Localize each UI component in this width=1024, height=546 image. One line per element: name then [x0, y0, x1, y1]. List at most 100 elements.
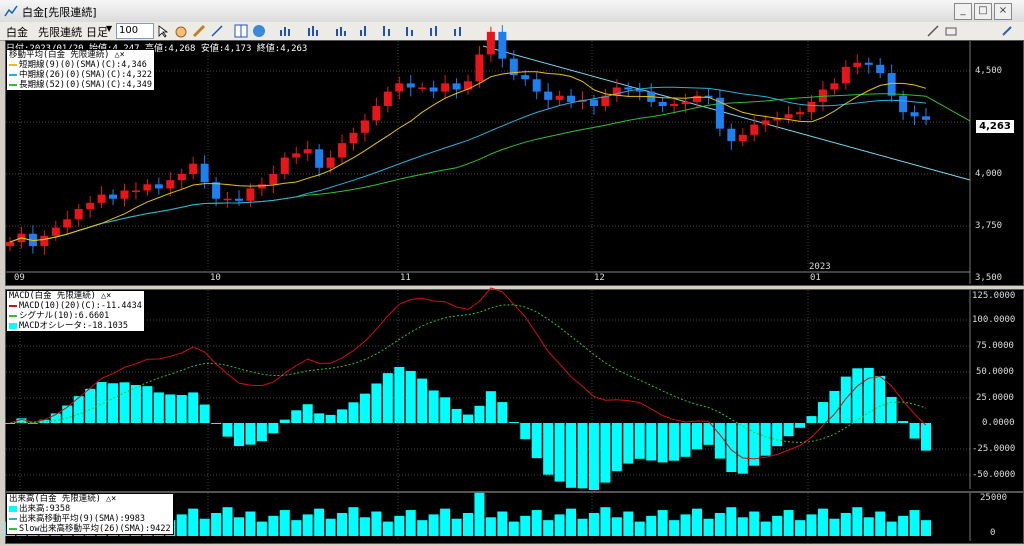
trendline[interactable]	[482, 45, 971, 181]
oscillator-bar	[382, 373, 393, 423]
price-tick: 3,500	[975, 273, 1003, 283]
volume-bar	[783, 510, 794, 536]
chart-app-icon	[4, 5, 18, 17]
candle-body	[120, 190, 129, 199]
volume-bar	[554, 514, 565, 536]
volume-bar	[909, 510, 920, 536]
candle-body	[796, 112, 805, 115]
trendline-icon[interactable]	[210, 24, 224, 38]
hand-icon[interactable]	[174, 24, 188, 38]
oscillator-bar	[497, 402, 508, 423]
legend-collapse-icon[interactable]: △×	[114, 50, 125, 60]
oscillator-icon[interactable]	[428, 24, 442, 38]
oscillator-bar	[268, 423, 279, 434]
candle-body	[246, 188, 255, 201]
candle-body	[418, 87, 427, 89]
volume-bar	[371, 511, 382, 536]
volume-bar	[749, 511, 760, 536]
candle-body	[750, 124, 759, 135]
oscillator-bar	[680, 423, 691, 457]
macd-tick: 125.0000	[972, 291, 1016, 301]
candle-body	[200, 163, 209, 183]
oscillator-bar	[302, 404, 313, 423]
volume-bar	[737, 517, 748, 536]
candle-body	[498, 31, 507, 59]
candle-body	[544, 91, 553, 100]
legend-item: MACD(10)(20)(C):-11.4434	[9, 301, 142, 311]
candle-body	[864, 62, 873, 65]
volume-bar	[760, 521, 771, 536]
volume-legend[interactable]: 出来高(白金 先限連続) △× 出来高:9358 出来高移動平均(9)(SMA)…	[6, 493, 174, 535]
oscillator-bar	[577, 423, 588, 489]
chart-type-icon[interactable]	[278, 24, 292, 38]
candle-body	[509, 58, 518, 76]
price-tick: 3,750	[975, 221, 1003, 231]
legend-title: MACD(白金 先限連続)	[9, 291, 96, 301]
volume-bar	[405, 510, 416, 536]
close-button[interactable]: ×	[994, 3, 1012, 20]
candle-body	[635, 89, 644, 92]
period-selector[interactable]: 日足	[86, 26, 108, 39]
macd-tick: 100.0000	[972, 315, 1016, 325]
volume-bar	[199, 518, 210, 536]
commodity-selector[interactable]: 白金	[6, 26, 28, 39]
settings-chart-icon[interactable]	[452, 24, 466, 38]
volume-bar	[566, 508, 577, 536]
candle-body	[303, 149, 312, 154]
oscillator-bar	[62, 405, 73, 423]
analysis-icon[interactable]	[380, 24, 394, 38]
macd-legend[interactable]: MACD(白金 先限連続) △× MACD(10)(20)(C):-11.443…	[6, 290, 145, 332]
oscillator-bar	[222, 423, 233, 437]
compare-icon[interactable]	[404, 24, 418, 38]
legend-collapse-icon[interactable]: △×	[100, 291, 112, 301]
ma-legend[interactable]: 移動平均(白金 先限連続) △× 短期線(9)(0)(SMA)(C):4,346…	[6, 49, 155, 91]
oscillator-bar	[795, 423, 806, 428]
volume-bar	[680, 514, 691, 536]
tool-wrench-icon[interactable]	[1000, 24, 1014, 38]
oscillator-bar	[417, 378, 428, 423]
draw-tool-icon[interactable]	[926, 24, 940, 38]
bar-count-input[interactable]: 100	[116, 23, 154, 39]
period-dropdown-icon[interactable]: ▼	[106, 24, 113, 33]
globe-icon[interactable]	[252, 24, 266, 38]
oscillator-bar	[474, 405, 485, 423]
legend-collapse-icon[interactable]: △×	[105, 494, 117, 504]
volume-bar	[325, 518, 336, 536]
bar-chart-icon[interactable]	[334, 24, 348, 38]
cursor-icon[interactable]	[156, 24, 170, 38]
candle-body	[143, 184, 152, 191]
pencil-icon[interactable]	[192, 24, 206, 38]
indicator-icon[interactable]	[306, 24, 320, 38]
candle-body	[589, 99, 598, 107]
oscillator-bar	[108, 383, 119, 423]
oscillator-bar	[337, 409, 348, 423]
oscillator-bar	[256, 423, 267, 442]
price-chart-panel[interactable]	[5, 40, 1024, 286]
volume-bar	[531, 510, 542, 536]
volume-bar	[508, 521, 519, 536]
volume-bar	[279, 510, 290, 536]
oscillator-bar	[817, 402, 828, 423]
legend-item: 出来高移動平均(9)(SMA):9983	[9, 514, 171, 524]
oscillator-bar	[692, 423, 702, 450]
candle-body	[441, 83, 450, 92]
macd-line	[9, 287, 927, 460]
crosshair-icon[interactable]	[234, 24, 248, 38]
candle-body	[51, 227, 60, 236]
volume-bar	[451, 518, 462, 536]
price-tick: 4,000	[975, 169, 1003, 179]
print-icon[interactable]	[944, 24, 958, 38]
volume-bar	[302, 514, 313, 536]
candle-body	[429, 87, 438, 92]
candle-body	[63, 219, 72, 228]
contract-selector[interactable]: 先限連続	[38, 26, 82, 39]
volume-chart-icon[interactable]	[358, 24, 372, 38]
candle-body	[257, 184, 266, 189]
oscillator-bar	[130, 384, 141, 423]
candle-body	[910, 112, 919, 117]
volume-bar	[863, 517, 874, 536]
minimize-button[interactable]: _	[954, 3, 972, 20]
oscillator-bar	[199, 404, 210, 423]
oscillator-bar	[119, 382, 130, 423]
maximize-button[interactable]: □	[974, 3, 992, 20]
